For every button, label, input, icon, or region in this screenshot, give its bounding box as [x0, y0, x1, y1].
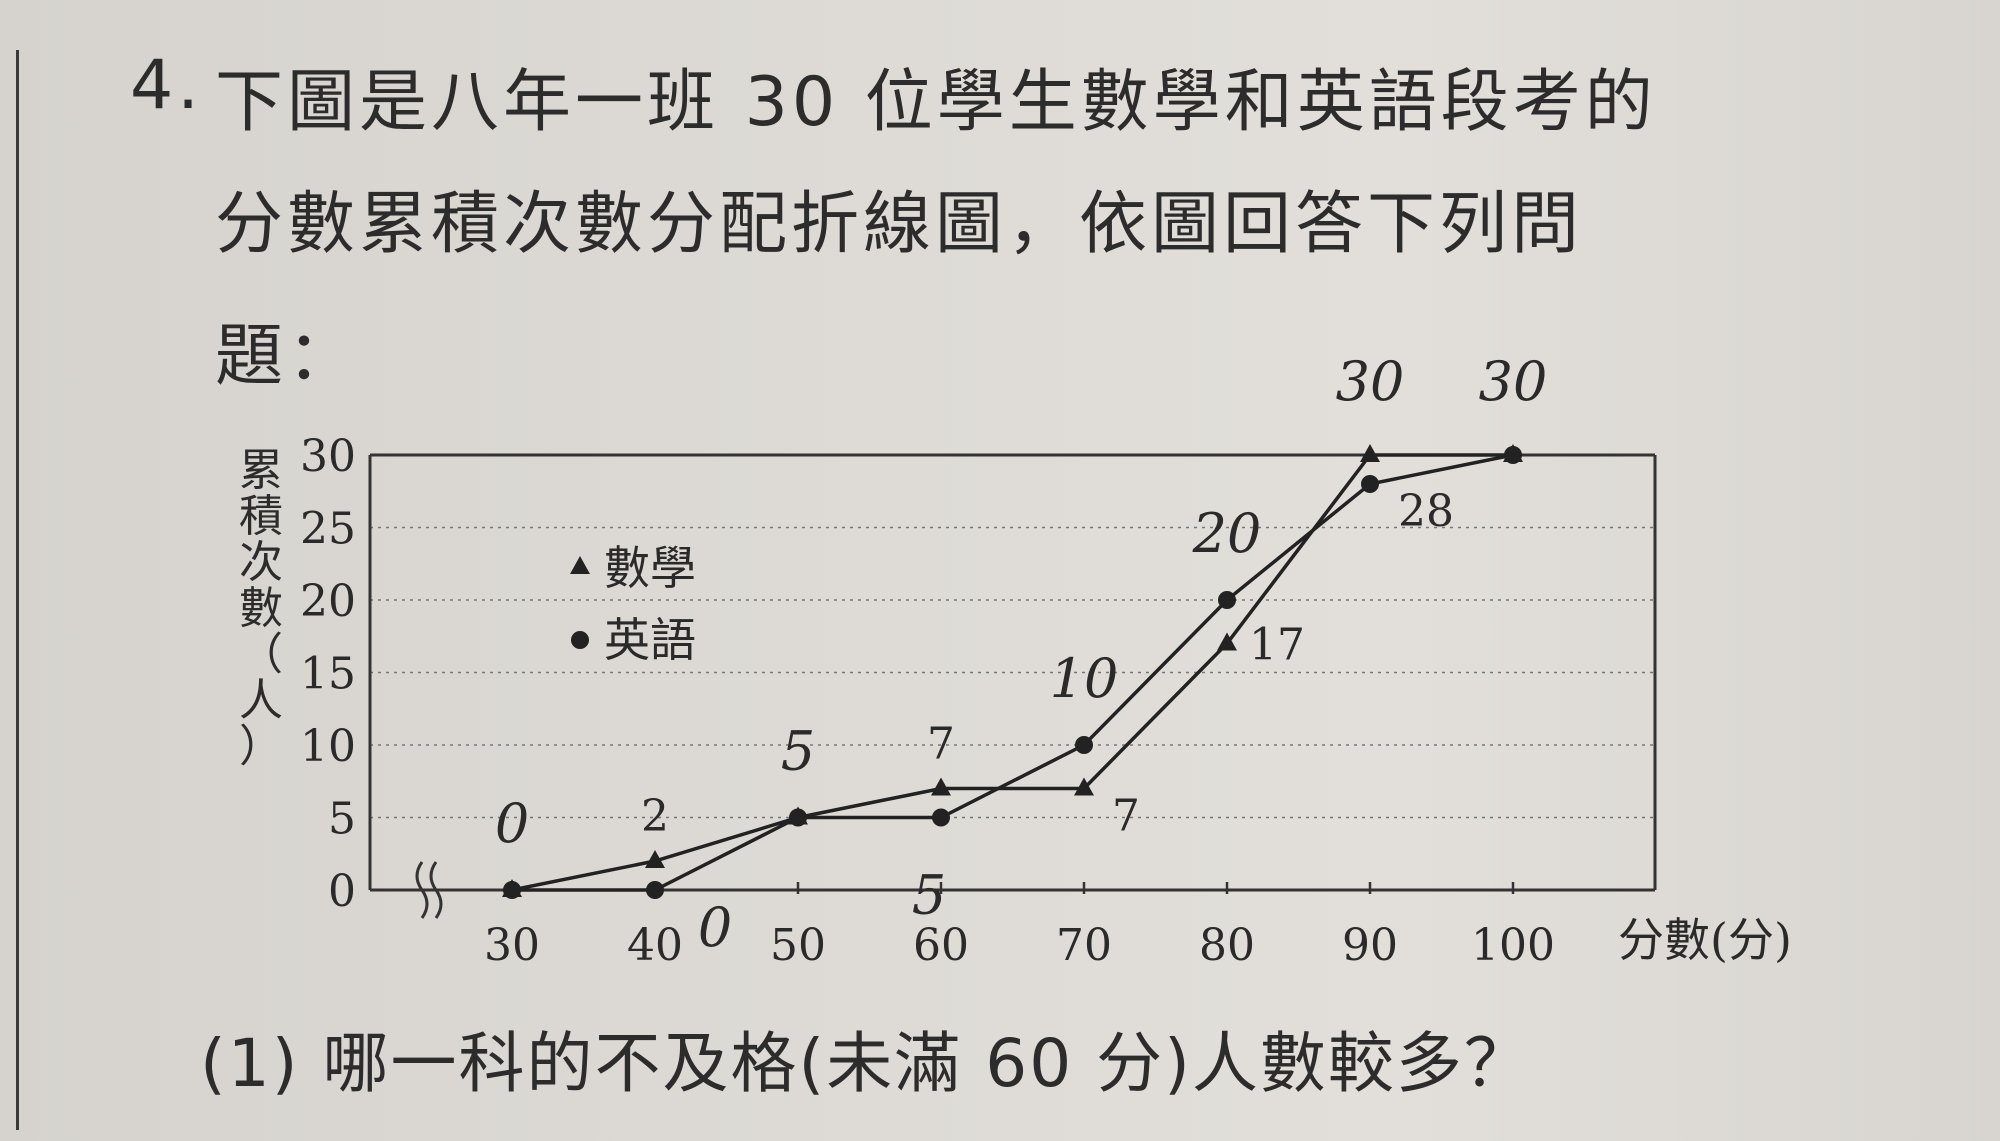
english-point-marker	[1361, 475, 1379, 493]
margin-line	[16, 50, 19, 1130]
math-point-marker	[1074, 777, 1094, 796]
handwritten-annotation: 5	[912, 864, 946, 927]
y-axis-label-char: （	[239, 629, 283, 680]
math-point-marker	[645, 850, 665, 868]
math-point-marker	[931, 777, 951, 796]
x-tick-label: 50	[770, 920, 826, 971]
legend-marker-english	[571, 631, 589, 649]
x-tick-label: 40	[627, 920, 683, 971]
english-point-marker	[1075, 736, 1093, 754]
legend-label: 英語	[604, 613, 696, 667]
x-tick-label: 100	[1471, 920, 1555, 971]
question-text-line3: 題：	[215, 317, 360, 396]
handwritten-annotation: 0	[495, 792, 529, 855]
data-label: 7	[927, 719, 955, 770]
english-point-marker	[1218, 591, 1236, 609]
handwritten-annotation: 0	[698, 896, 732, 959]
question-text-line2: 分數累積次數分配折線圖，依圖回答下列問	[215, 185, 1584, 264]
y-axis-label-char: 積	[239, 491, 283, 542]
y-axis-label-char: 次	[239, 537, 283, 588]
english-point-marker	[1504, 446, 1522, 464]
series-line-english	[512, 453, 1514, 892]
y-axis-label-char: 累	[239, 445, 283, 496]
x-tick-label: 90	[1342, 920, 1398, 971]
y-axis-label-char: 數	[239, 583, 283, 634]
data-label: 2	[641, 791, 669, 842]
y-tick-label: 10	[300, 721, 356, 772]
handwritten-annotation: 30	[1336, 350, 1405, 413]
english-point-marker	[932, 808, 950, 827]
y-tick-label: 30	[300, 431, 356, 482]
data-label: 17	[1249, 620, 1305, 671]
y-tick-label: 5	[328, 794, 356, 845]
axis-break-symbol	[429, 861, 443, 919]
data-label: 7	[1112, 791, 1140, 842]
y-tick-label: 25	[300, 504, 356, 555]
series-line-math	[511, 453, 1513, 892]
x-tick-label: 80	[1199, 920, 1255, 971]
math-point-marker	[1360, 444, 1380, 462]
handwritten-annotation: 10	[1050, 647, 1119, 710]
math-point-marker	[1217, 632, 1237, 651]
x-axis-label: 分數(分)	[1618, 913, 1792, 967]
legend-label: 數學	[604, 541, 696, 595]
y-axis-label-char: 人	[239, 675, 283, 726]
handwritten-annotation: 5	[781, 720, 815, 783]
legend-marker-math	[570, 556, 590, 574]
y-tick-label: 0	[328, 866, 356, 917]
handwritten-annotation: 30	[1479, 350, 1548, 413]
english-point-marker	[646, 881, 664, 899]
x-tick-label: 30	[484, 920, 540, 971]
sub-question-1: (1) 哪一科的不及格(未滿 60 分)人數較多？	[200, 1025, 1532, 1102]
y-tick-label: 15	[300, 649, 356, 700]
data-label: 28	[1398, 486, 1454, 537]
x-tick-label: 70	[1056, 920, 1112, 971]
axis-break-symbol	[415, 861, 429, 919]
x-tick-label: 60	[913, 920, 969, 971]
english-point-marker	[503, 881, 521, 899]
y-axis-label: 累積次數（人）	[236, 448, 286, 770]
question-number: 4.	[130, 46, 203, 125]
question-text-line1: 下圖是八年一班 30 位學生數學和英語段考的	[215, 63, 1657, 142]
y-axis-label-char: ）	[239, 721, 283, 772]
y-tick-label: 20	[300, 576, 356, 627]
english-point-marker	[789, 808, 807, 827]
handwritten-annotation: 20	[1192, 502, 1262, 565]
